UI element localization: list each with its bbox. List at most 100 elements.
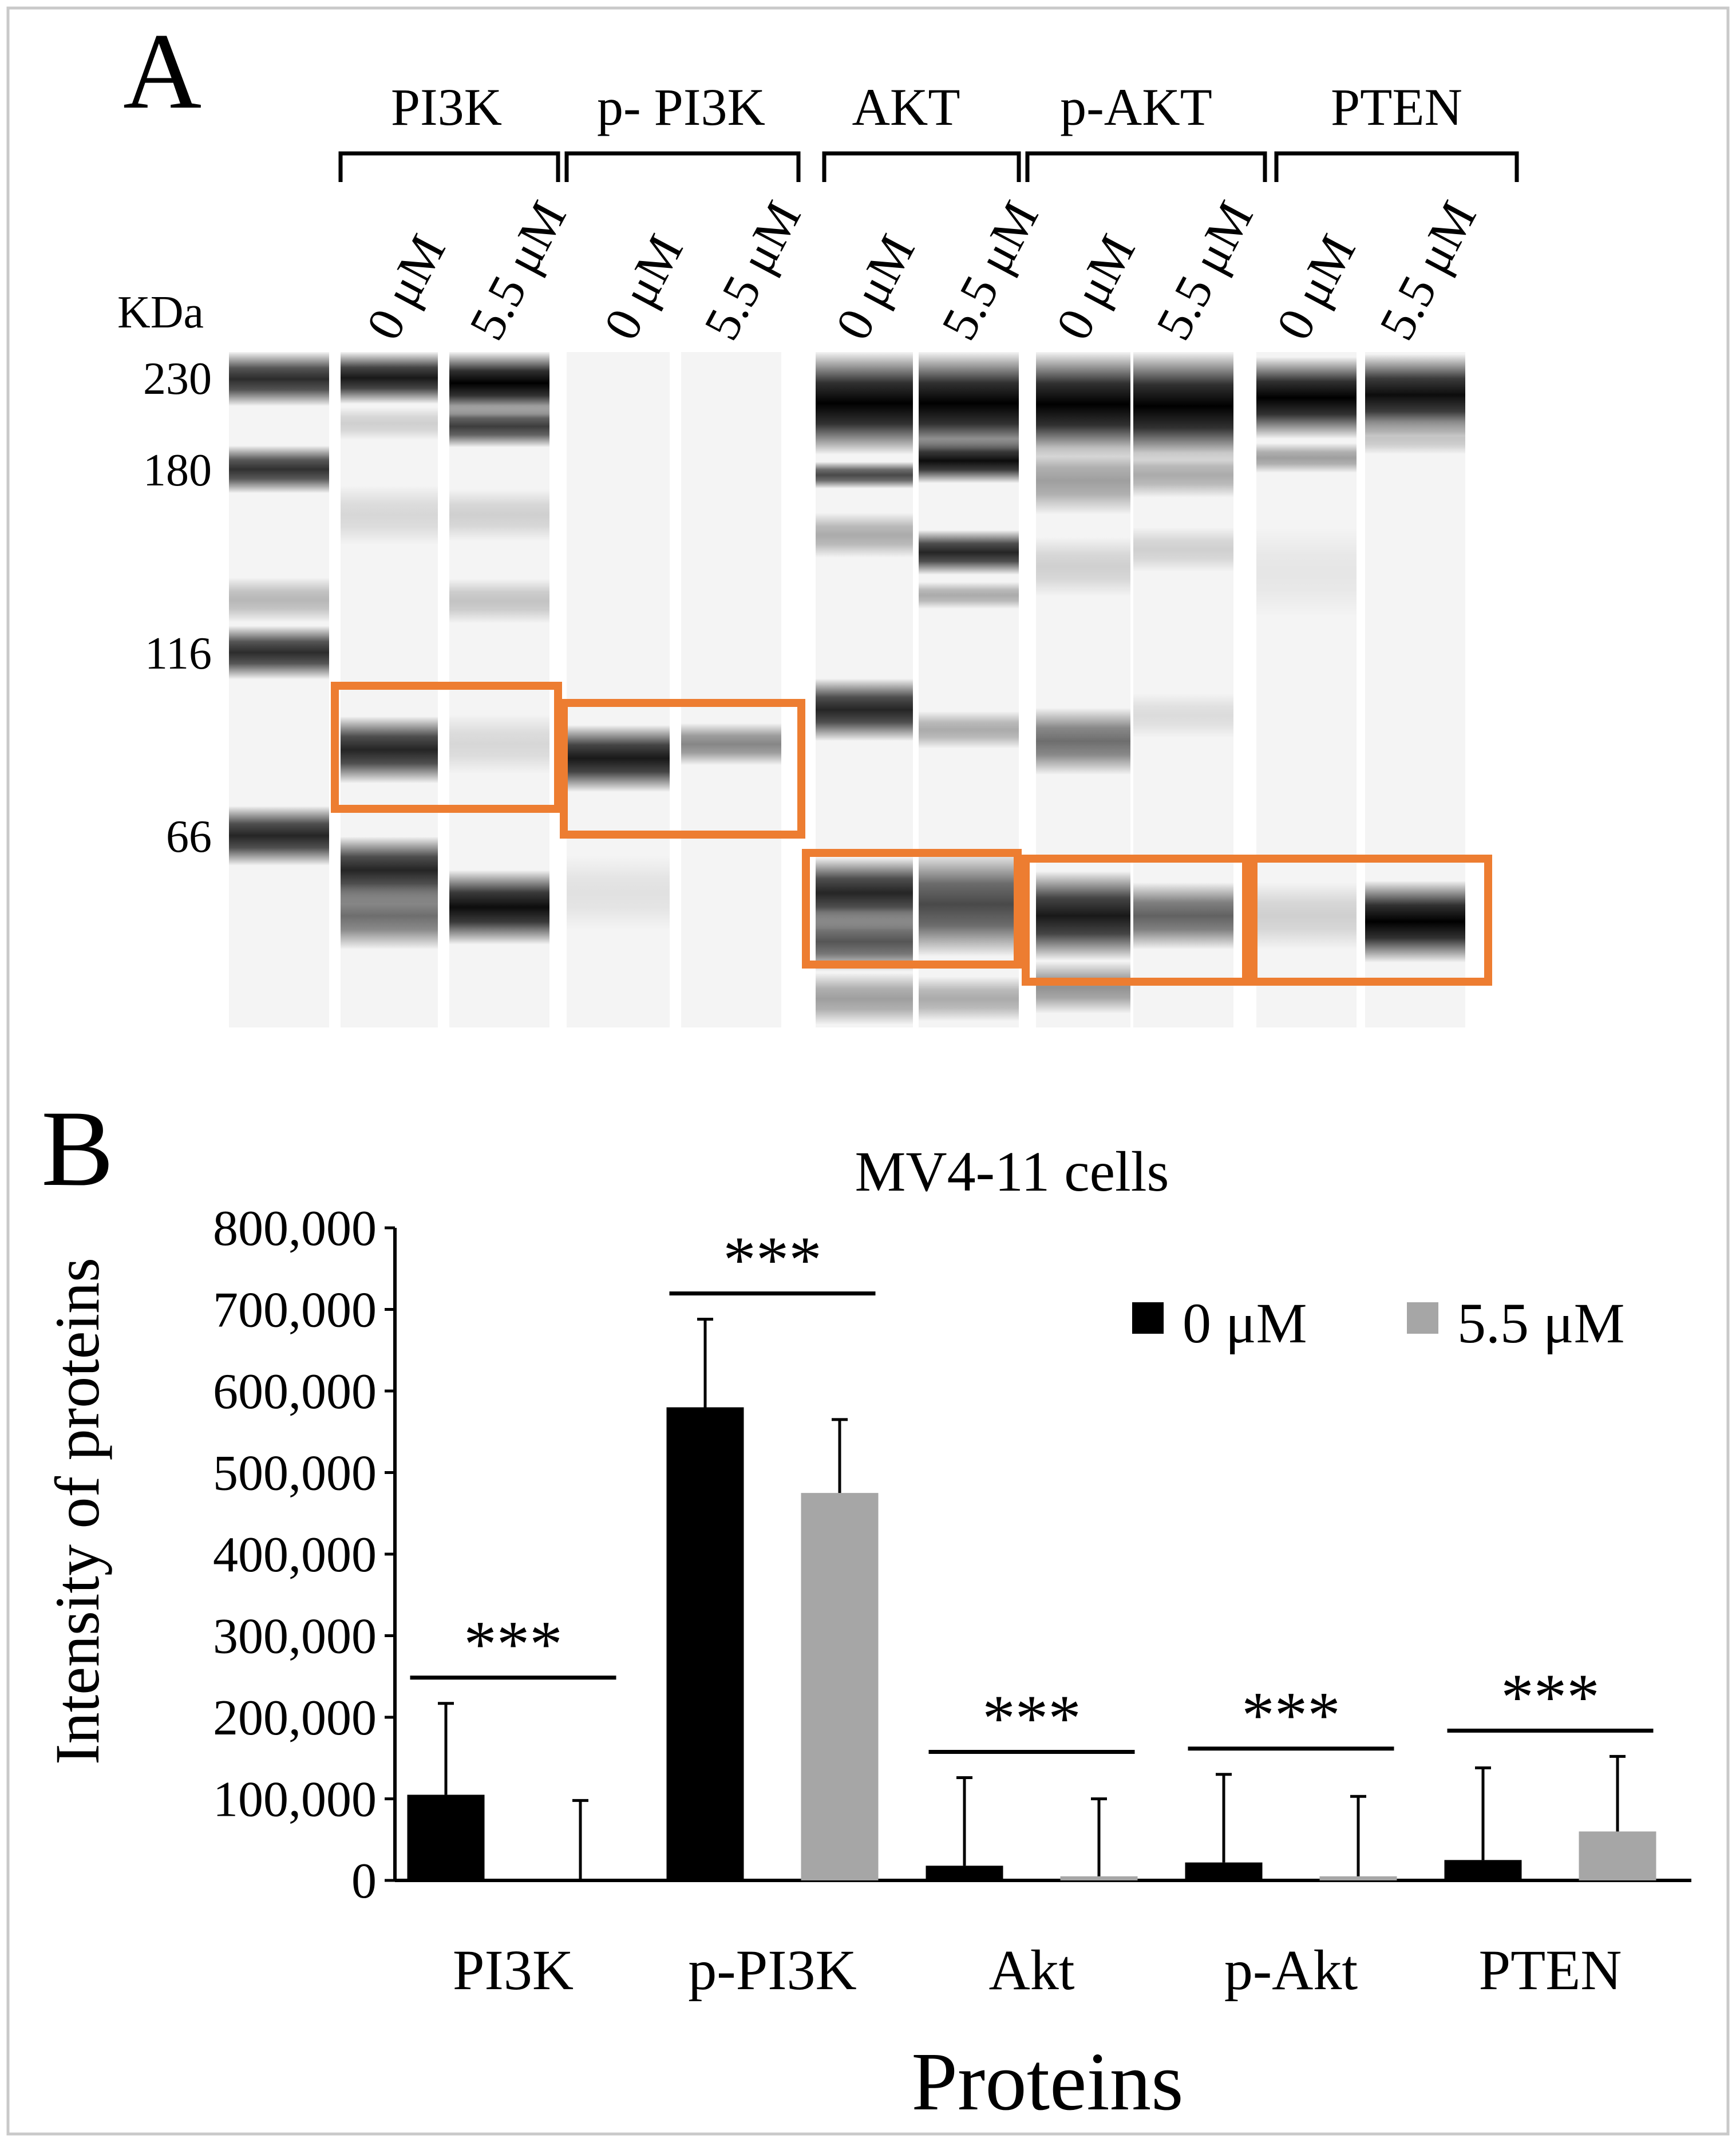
- band: [341, 485, 438, 545]
- y-tick-label: 600,000: [213, 1364, 377, 1420]
- band: [229, 445, 329, 493]
- legend-item: 0 μM: [1132, 1291, 1307, 1355]
- blot-lane: [1365, 352, 1465, 1027]
- band: [816, 461, 913, 489]
- bar: [1319, 1876, 1397, 1880]
- band: [449, 870, 549, 944]
- group-name: PTEN: [1331, 78, 1462, 136]
- highlight-box: [560, 699, 805, 839]
- x-axis-label: Proteins: [911, 2036, 1183, 2128]
- group-bracket: [564, 151, 801, 182]
- bar: [407, 1795, 485, 1880]
- band: [341, 716, 438, 784]
- group-name: p-AKT: [1060, 78, 1212, 136]
- blot-lane: [1133, 352, 1233, 1027]
- blot-lane: [1256, 352, 1357, 1027]
- band: [1036, 352, 1130, 457]
- band: [1036, 708, 1130, 775]
- ladder-mark: 66: [166, 812, 212, 862]
- y-tick-label: 300,000: [213, 1609, 377, 1665]
- band: [229, 352, 329, 406]
- ladder-mark: 230: [143, 354, 212, 404]
- band: [449, 352, 549, 414]
- band: [449, 405, 549, 448]
- y-axis-label: Intensity of proteins: [42, 1258, 112, 1765]
- category-group: *** PTEN: [1444, 1661, 1656, 2002]
- band: [1036, 537, 1130, 596]
- category-group: *** p-PI3K: [666, 1224, 879, 2002]
- blot-lanes: [229, 352, 1465, 1027]
- band: [341, 352, 438, 404]
- y-tick-label: 0: [351, 1853, 377, 1909]
- bar: [666, 1407, 744, 1880]
- y-tick-label: 400,000: [213, 1527, 377, 1583]
- bar: [1444, 1860, 1522, 1880]
- group-name: AKT: [852, 78, 960, 136]
- x-tick-label: PI3K: [453, 1938, 574, 2002]
- ladder-mark: 180: [143, 445, 212, 496]
- band: [1365, 421, 1465, 455]
- blot-lane: [816, 352, 913, 1027]
- significance-stars: ***: [723, 1224, 822, 1297]
- band: [229, 578, 329, 622]
- bar: [1579, 1831, 1656, 1880]
- bar-chart: 0 100,000 200,000 300,000 400,000 500,000 600,…: [213, 1201, 1691, 2002]
- y-tick-label: 100,000: [213, 1772, 377, 1828]
- bar: [1185, 1862, 1263, 1880]
- highlight-box: [1249, 855, 1492, 986]
- blot-lane: [681, 352, 781, 1027]
- legend-label: 0 μM: [1183, 1291, 1307, 1355]
- x-tick-label: p-PI3K: [688, 1938, 856, 2002]
- blot-lane: [919, 352, 1019, 1027]
- significance-stars: ***: [1501, 1661, 1600, 1733]
- category-group: *** PI3K: [407, 1608, 616, 2002]
- group-bracket: [338, 151, 560, 182]
- y-tick-label: 700,000: [213, 1283, 377, 1338]
- band: [449, 489, 549, 542]
- category-group: *** Akt: [926, 1682, 1138, 2002]
- highlight-box: [1022, 855, 1250, 986]
- group-name: p- PI3K: [597, 78, 765, 136]
- band: [919, 977, 1019, 1021]
- band: [1256, 357, 1357, 439]
- legend-label: 5.5 μM: [1457, 1291, 1625, 1355]
- kda-label: KDa: [117, 287, 204, 338]
- band: [341, 882, 438, 950]
- band: [919, 711, 1019, 749]
- band: [341, 407, 438, 440]
- panel-b-label: B: [41, 1089, 114, 1209]
- band: [919, 530, 1019, 575]
- legend: 0 μM 5.5 μM: [1132, 1291, 1625, 1355]
- band: [1133, 882, 1233, 950]
- ladder-labels: 230 180 116 66: [143, 354, 212, 862]
- y-tick-label: 800,000: [213, 1201, 377, 1256]
- band: [919, 852, 1019, 957]
- band: [919, 582, 1019, 609]
- band: [1256, 528, 1357, 617]
- y-tick-label: 200,000: [213, 1690, 377, 1746]
- legend-swatch: [1407, 1302, 1438, 1334]
- x-tick-label: Akt: [989, 1938, 1075, 2002]
- chart-title: MV4-11 cells: [855, 1140, 1169, 1203]
- band: [919, 438, 1019, 483]
- bar: [1060, 1876, 1138, 1880]
- x-tick-label: PTEN: [1479, 1938, 1622, 2002]
- band: [567, 725, 670, 792]
- y-tick-label: 500,000: [213, 1446, 377, 1501]
- band: [816, 973, 913, 1025]
- panel-a-label: A: [123, 11, 201, 132]
- significance-stars: ***: [464, 1608, 563, 1681]
- band: [919, 352, 1019, 455]
- highlight-box: [802, 849, 1022, 969]
- band: [449, 579, 549, 623]
- band: [229, 626, 329, 679]
- band: [1133, 352, 1233, 460]
- legend-item: 5.5 μM: [1407, 1291, 1625, 1355]
- band: [1036, 871, 1130, 961]
- significance-stars: ***: [982, 1682, 1081, 1754]
- band: [1256, 882, 1357, 950]
- blot-lane: [567, 352, 670, 1027]
- legend-swatch: [1132, 1302, 1164, 1334]
